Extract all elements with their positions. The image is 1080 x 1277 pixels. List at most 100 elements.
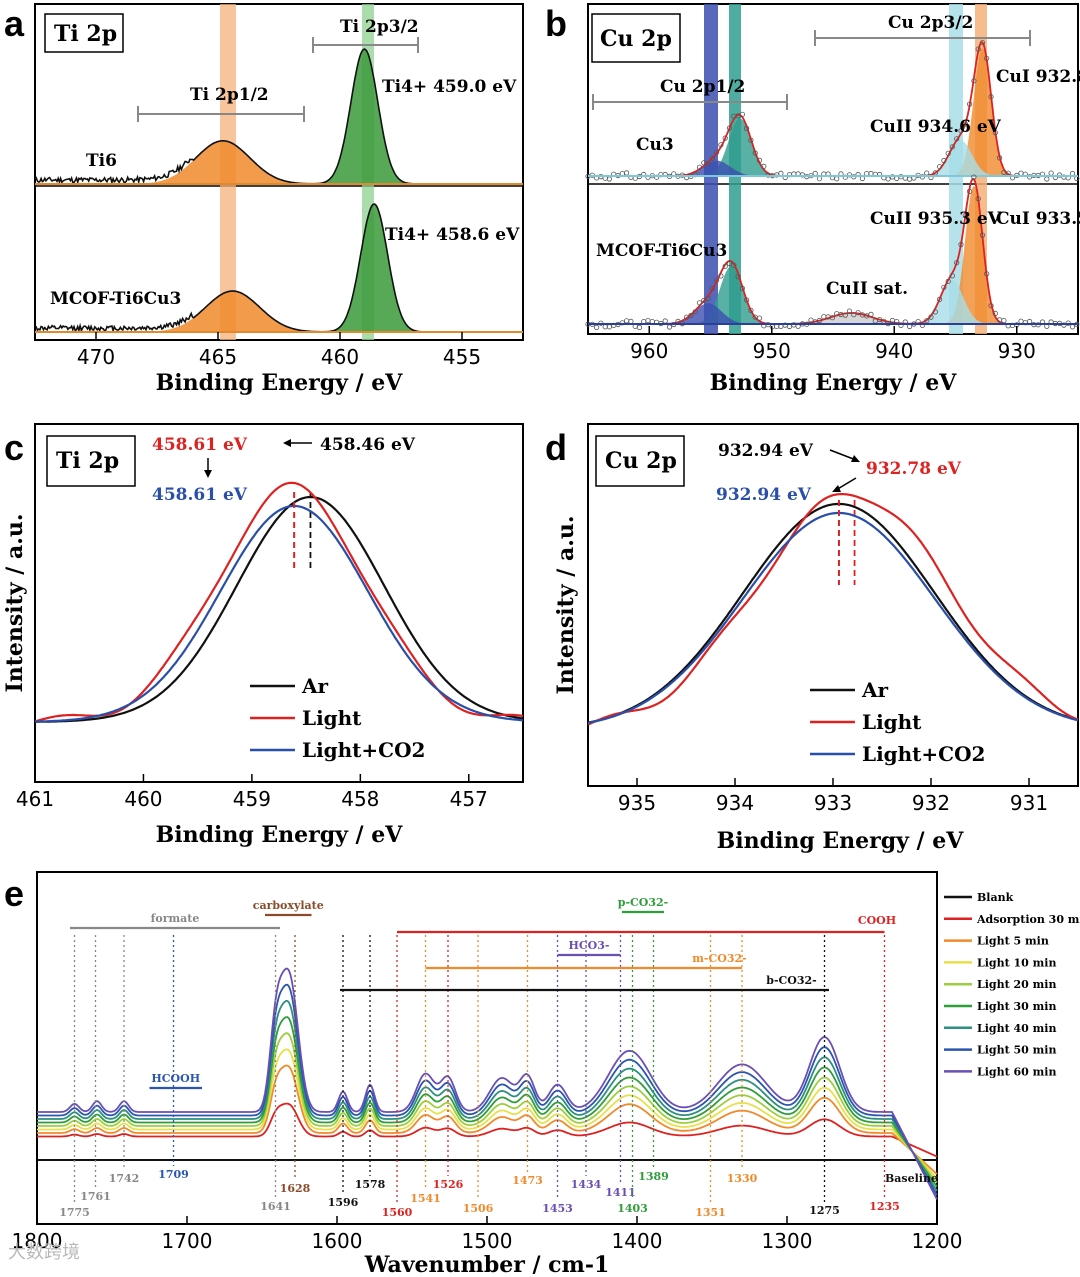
legend-e-label-1: Adsorption 30 min xyxy=(976,913,1080,926)
cu-data-point xyxy=(979,40,986,46)
cu-data-point xyxy=(954,136,960,142)
curves-c xyxy=(34,481,524,723)
x-tick-label: 455 xyxy=(443,345,481,369)
cu-data-point xyxy=(834,176,840,182)
ir-series-3 xyxy=(37,1048,938,1179)
label-c-red: 458.61 eV xyxy=(152,435,248,455)
cu-data-point xyxy=(726,260,733,267)
cu-data-point xyxy=(988,94,994,100)
legend-label-0: Ar xyxy=(301,674,329,698)
arrow-d-2-head xyxy=(832,485,841,492)
cu-data-point xyxy=(1044,176,1050,182)
panel-b: b Cu 2p Cu 2p1/2 Cu 2p3/2 Cu3 CuI 932.8 … xyxy=(545,3,1080,396)
markers-e: 1775 1761 1742 1709 1641 1628 1596 1578 15601541… xyxy=(59,896,938,1219)
panel-letter-d: d xyxy=(545,427,567,468)
curves-e xyxy=(37,967,938,1200)
legend-e-label-8: Light 60 min xyxy=(977,1065,1056,1078)
cu-data-point xyxy=(868,311,874,317)
cu-data-point xyxy=(958,128,964,134)
x-tick-label: 461 xyxy=(16,787,54,811)
ylabel-d: Intensity / a.u. xyxy=(553,515,579,694)
cu-data-point xyxy=(748,137,754,143)
cu-data-point xyxy=(949,273,956,279)
peak-label: 1526 xyxy=(433,1178,464,1191)
x-tick-label: 460 xyxy=(124,787,162,811)
arrow-d-1-head xyxy=(851,455,860,462)
peak-label: 1709 xyxy=(158,1168,189,1181)
x-tick-label: 930 xyxy=(998,339,1036,363)
cu-data-point xyxy=(829,315,836,321)
label-ti2p12: Ti 2p1/2 xyxy=(190,85,269,105)
cu-data-point xyxy=(984,271,990,277)
cu-data-point xyxy=(945,150,951,156)
cu-data-point xyxy=(705,295,711,301)
label-bottom-peak-a: Ti4+ 458.6 eV xyxy=(385,225,520,245)
curve-blue xyxy=(587,511,1079,724)
legend-c: Ar Light Light+CO2 xyxy=(250,674,425,762)
arrow-d-1 xyxy=(829,449,857,461)
x-tick-label: 1600 xyxy=(312,1229,363,1253)
cu-data-point xyxy=(941,157,947,164)
curves-b xyxy=(585,40,1080,330)
ir-series-6 xyxy=(37,999,938,1192)
ti-spectrum-1 xyxy=(34,203,522,334)
peak-label: 1560 xyxy=(382,1206,413,1219)
cu-data-point xyxy=(696,300,703,306)
cu-data-point xyxy=(958,241,964,248)
x-tick-label: 934 xyxy=(716,791,754,815)
ylabel-c: Intensity / a.u. xyxy=(2,513,28,692)
cu-data-point xyxy=(851,312,857,318)
cu-data-point xyxy=(1001,317,1007,324)
legend-label-1: Light xyxy=(302,706,362,730)
cu-data-point xyxy=(602,324,608,330)
ticks-a: 470 465 460 455 xyxy=(77,332,481,369)
cu-data-point xyxy=(808,317,814,323)
cu-data-point xyxy=(683,314,690,320)
cu-data-point xyxy=(936,296,943,302)
ir-series-4 xyxy=(37,1032,938,1184)
group-label-cooh: COOH xyxy=(858,914,896,927)
cu-data-point xyxy=(885,176,891,182)
peak-label: 1742 xyxy=(109,1172,140,1185)
cu-fit-1-3 xyxy=(588,303,1078,324)
peak-label: 1596 xyxy=(328,1196,359,1209)
cu-data-point xyxy=(662,318,668,324)
legend-e-label-6: Light 40 min xyxy=(977,1022,1056,1035)
ir-series-7 xyxy=(37,983,938,1196)
x-tick-label: 465 xyxy=(199,345,237,369)
cu-data-point xyxy=(821,314,827,320)
curve-red xyxy=(587,493,1079,726)
panel-a: a Ti 2p Ti 2p1/2 Ti 2p3/2 Ti4+ 459.0 eV … xyxy=(4,3,524,396)
cu-data-point xyxy=(701,297,707,304)
legend-e-label-5: Light 30 min xyxy=(977,1000,1056,1013)
cu-data-point xyxy=(752,150,758,156)
cu-data-point xyxy=(778,170,784,176)
legend-e-label-2: Light 5 min xyxy=(977,935,1049,948)
cu-data-point xyxy=(941,284,947,290)
xlabel-a: Binding Energy / eV xyxy=(156,370,404,396)
x-tick-label: 457 xyxy=(450,787,488,811)
cu-data-point xyxy=(975,46,981,52)
cu-data-point xyxy=(718,142,724,148)
curves-d xyxy=(587,493,1079,726)
cu-data-point xyxy=(842,312,848,318)
x-tick-label: 940 xyxy=(875,339,913,363)
peak-label: 1453 xyxy=(542,1202,573,1215)
group-label-hcooh: HCOOH xyxy=(151,1072,200,1085)
cu-data-point xyxy=(996,155,1003,161)
cu-data-point xyxy=(739,111,746,117)
curve-blue xyxy=(34,504,524,723)
group-label-carboxylate: carboxylate xyxy=(253,899,324,912)
title-c: Ti 2p xyxy=(56,448,119,474)
legend-label-2: Light+CO2 xyxy=(862,742,985,766)
cu-data-point xyxy=(705,160,711,166)
cu-data-point xyxy=(696,164,703,170)
xlabel-c: Binding Energy / eV xyxy=(156,822,404,848)
peak-label: 1628 xyxy=(280,1182,311,1195)
label-cu2p12: Cu 2p1/2 xyxy=(660,77,745,97)
title-box-b xyxy=(591,13,681,63)
curve-black xyxy=(35,495,524,723)
peak-label: 1275 xyxy=(809,1204,840,1217)
